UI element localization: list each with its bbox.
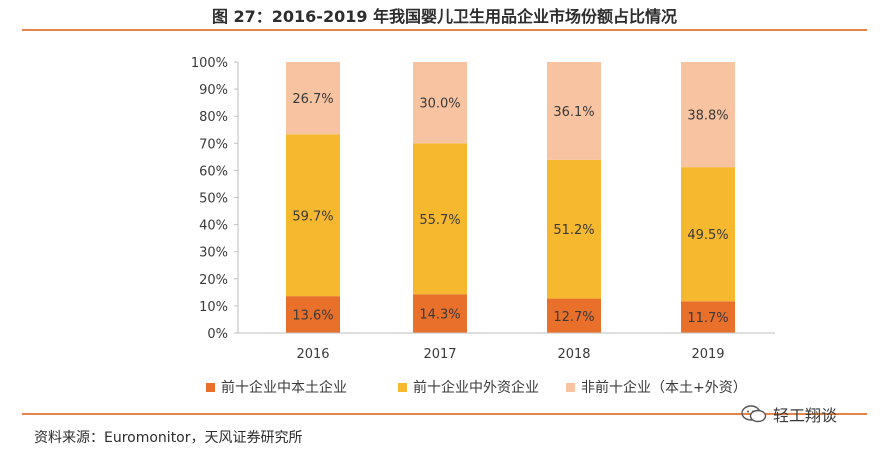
source-note: 资料来源：Euromonitor，天风证券研究所	[34, 430, 303, 446]
bar-segment-2017-1	[413, 294, 467, 333]
wechat-icon	[741, 405, 767, 423]
y-tick-label: 100%	[191, 56, 228, 71]
chart-title: 图 27：2016-2019 年我国婴儿卫生用品企业市场份额占比情况	[211, 7, 678, 26]
x-axis: 2016 2017 2018 2019	[238, 332, 775, 362]
bar-segment-2019-2	[681, 167, 735, 302]
legend-swatch-foreign	[398, 382, 407, 392]
data-label-2018-2: 51.2%	[553, 223, 594, 238]
y-tick-label: 90%	[199, 83, 228, 98]
y-axis: 0% 10% 20% 30% 40% 50% 60% 70% 80% 90% 100%	[191, 56, 239, 342]
data-label-2019-3: 38.8%	[687, 109, 728, 124]
y-tick-label: 70%	[199, 137, 228, 152]
bar-segment-2016-1	[286, 296, 340, 333]
y-tick-label: 20%	[199, 273, 228, 288]
legend-swatch-non-top10	[566, 382, 575, 392]
legend-label-foreign: 前十企业中外资企业	[413, 380, 539, 396]
bar-segment-2016-3	[286, 62, 340, 135]
watermark: 轻工翔谈	[741, 401, 866, 427]
bar-segment-2019-3	[681, 62, 735, 168]
legend-swatch-domestic	[206, 382, 215, 392]
x-tick-label: 2017	[423, 347, 456, 362]
data-label-2019-1: 11.7%	[687, 311, 728, 326]
legend-item-foreign: 前十企业中外资企业	[398, 377, 539, 397]
y-tick-label: 0%	[207, 327, 228, 342]
y-tick-label: 60%	[199, 164, 228, 179]
legend-label-non-top10: 非前十企业（本土+外资）	[581, 380, 747, 396]
bar-segment-2019-1	[681, 301, 735, 333]
data-label-2019-2: 49.5%	[687, 228, 728, 243]
data-label-2017-1: 14.3%	[419, 308, 460, 323]
data-label-2018-3: 36.1%	[553, 105, 594, 120]
x-tick-label: 2019	[691, 347, 724, 362]
legend: 前十企业中本土企业 前十企业中外资企业 非前十企业（本土+外资）	[206, 377, 806, 399]
bars-group: 13.6% 59.7% 26.7% 14.3% 55.7% 30.0% 12.7% 51.2%…	[286, 62, 735, 333]
bar-segment-2018-1	[547, 298, 601, 333]
data-label-2018-1: 12.7%	[553, 310, 594, 325]
legend-item-non-top10: 非前十企业（本土+外资）	[566, 377, 747, 397]
y-tick-label: 30%	[199, 246, 228, 261]
y-tick-label: 50%	[199, 192, 228, 207]
legend-item-domestic: 前十企业中本土企业	[206, 377, 347, 397]
bar-segment-2017-3	[413, 62, 467, 144]
y-tick-label: 80%	[199, 110, 228, 125]
x-tick-label: 2016	[296, 347, 329, 362]
y-tick-label: 40%	[199, 219, 228, 234]
data-label-2016-1: 13.6%	[292, 309, 333, 324]
data-label-2016-3: 26.7%	[292, 92, 333, 107]
x-tick-label: 2018	[557, 347, 590, 362]
top-divider	[22, 29, 867, 31]
bar-segment-2018-2	[547, 159, 601, 299]
bar-segment-2017-2	[413, 143, 467, 295]
legend-label-domestic: 前十企业中本土企业	[221, 380, 347, 396]
watermark-text: 轻工翔谈	[773, 406, 838, 425]
bar-segment-2018-3	[547, 62, 601, 160]
y-tick-label: 10%	[199, 300, 228, 315]
data-label-2017-2: 55.7%	[419, 213, 460, 228]
bar-segment-2016-2	[286, 134, 340, 297]
data-label-2017-3: 30.0%	[419, 97, 460, 112]
bottom-divider	[22, 413, 867, 415]
data-label-2016-2: 59.7%	[292, 209, 333, 224]
